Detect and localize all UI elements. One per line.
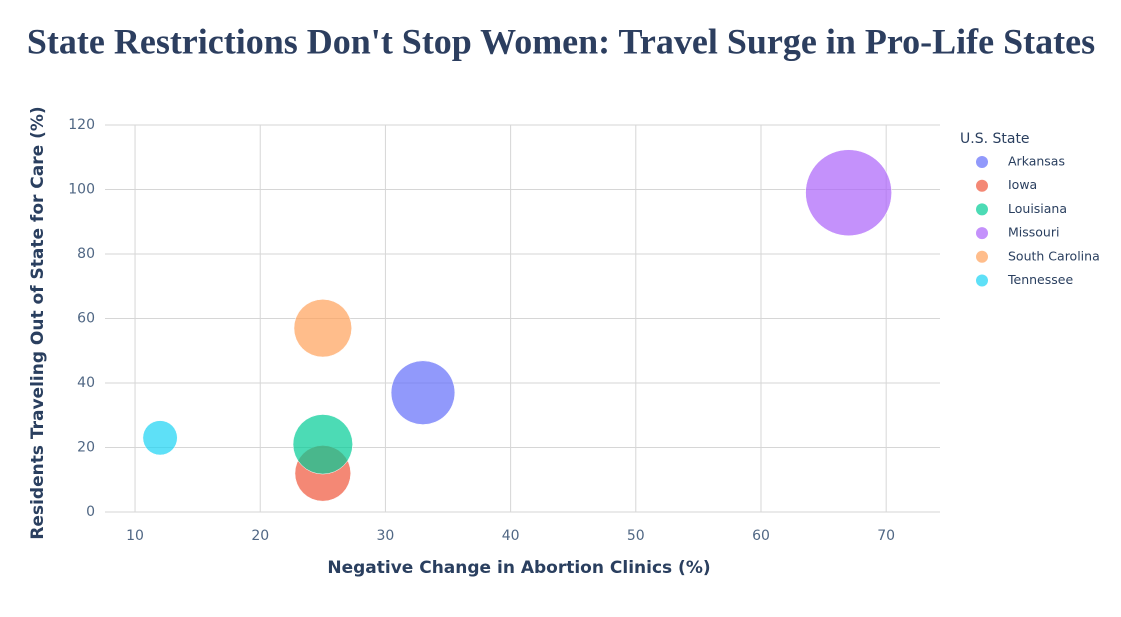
bubble [805, 149, 892, 236]
chart-title: State Restrictions Don't Stop Women: Tra… [27, 21, 1095, 61]
y-tick-label: 100 [68, 182, 95, 198]
legend-marker [976, 250, 988, 263]
legend-marker [976, 156, 988, 168]
y-tick-label: 20 [77, 440, 95, 456]
y-tick-label: 80 [77, 246, 95, 262]
y-tick-label: 60 [77, 311, 95, 327]
bubble [292, 414, 353, 475]
x-tick-label: 40 [502, 528, 520, 544]
y-tick-label: 0 [86, 504, 95, 520]
y-tick-label: 40 [77, 375, 95, 391]
legend-marker [976, 203, 988, 216]
bubble [390, 360, 456, 425]
legend-label: Iowa [1008, 177, 1037, 192]
legend-marker [976, 227, 988, 240]
legend-label: Louisiana [1008, 201, 1067, 216]
legend-label: South Carolina [1008, 248, 1100, 263]
legend-label: Missouri [1008, 225, 1059, 240]
x-tick-label: 50 [627, 528, 645, 544]
bubble [293, 299, 352, 358]
bubble [142, 420, 178, 456]
y-tick-label: 120 [68, 117, 95, 133]
x-tick-label: 70 [877, 528, 895, 544]
x-tick-label: 20 [251, 528, 269, 544]
x-tick-label: 30 [377, 528, 395, 544]
legend-label: Tennessee [1007, 272, 1073, 287]
x-tick-label: 60 [752, 528, 770, 544]
legend-label: Arkansas [1008, 154, 1065, 169]
x-tick-label: 10 [126, 528, 144, 544]
legend-title: U.S. State [960, 131, 1030, 147]
legend-marker [976, 274, 988, 287]
y-axis-title: Residents Traveling Out of State for Car… [28, 106, 48, 539]
x-axis-title: Negative Change in Abortion Clinics (%) [327, 558, 710, 578]
legend-marker [976, 179, 988, 192]
